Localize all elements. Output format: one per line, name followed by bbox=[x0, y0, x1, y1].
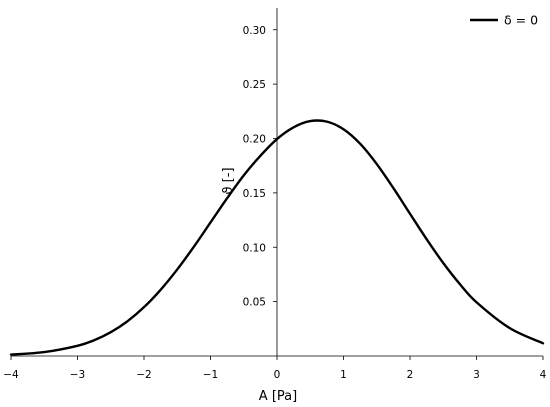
x-tick-label: −4 bbox=[3, 369, 19, 381]
x-axis-label: A [Pa] bbox=[259, 389, 297, 404]
y-tick-label: 0.10 bbox=[243, 242, 266, 254]
x-tick-label: −2 bbox=[136, 369, 151, 381]
x-tick-label: 4 bbox=[540, 369, 547, 381]
y-tick-label: 0.25 bbox=[243, 79, 266, 91]
series-line-0 bbox=[9, 119, 545, 356]
axes: −4 −3 −2 −1 0 1 2 3 4 0.05 0.10 0.15 0.20 0.25 0.30 bbox=[3, 8, 547, 381]
series-layer bbox=[9, 119, 545, 356]
legend-label-delta-0: δ = 0 bbox=[504, 13, 538, 28]
x-tick-label: 0 bbox=[274, 369, 281, 381]
x-tick-label: 3 bbox=[473, 369, 480, 381]
x-tick-label: 2 bbox=[407, 369, 414, 381]
x-tick-label: 1 bbox=[340, 369, 347, 381]
legend: δ = 0 bbox=[470, 13, 538, 28]
x-tick-label: −1 bbox=[203, 369, 218, 381]
y-tick-label: 0.15 bbox=[243, 188, 266, 200]
x-tick-label: −3 bbox=[70, 369, 85, 381]
y-axis-label: ϑ [-] bbox=[221, 167, 236, 194]
y-tick-label: 0.05 bbox=[243, 297, 266, 309]
y-tick-label: 0.20 bbox=[243, 134, 266, 146]
y-tick-label: 0.30 bbox=[243, 25, 266, 37]
